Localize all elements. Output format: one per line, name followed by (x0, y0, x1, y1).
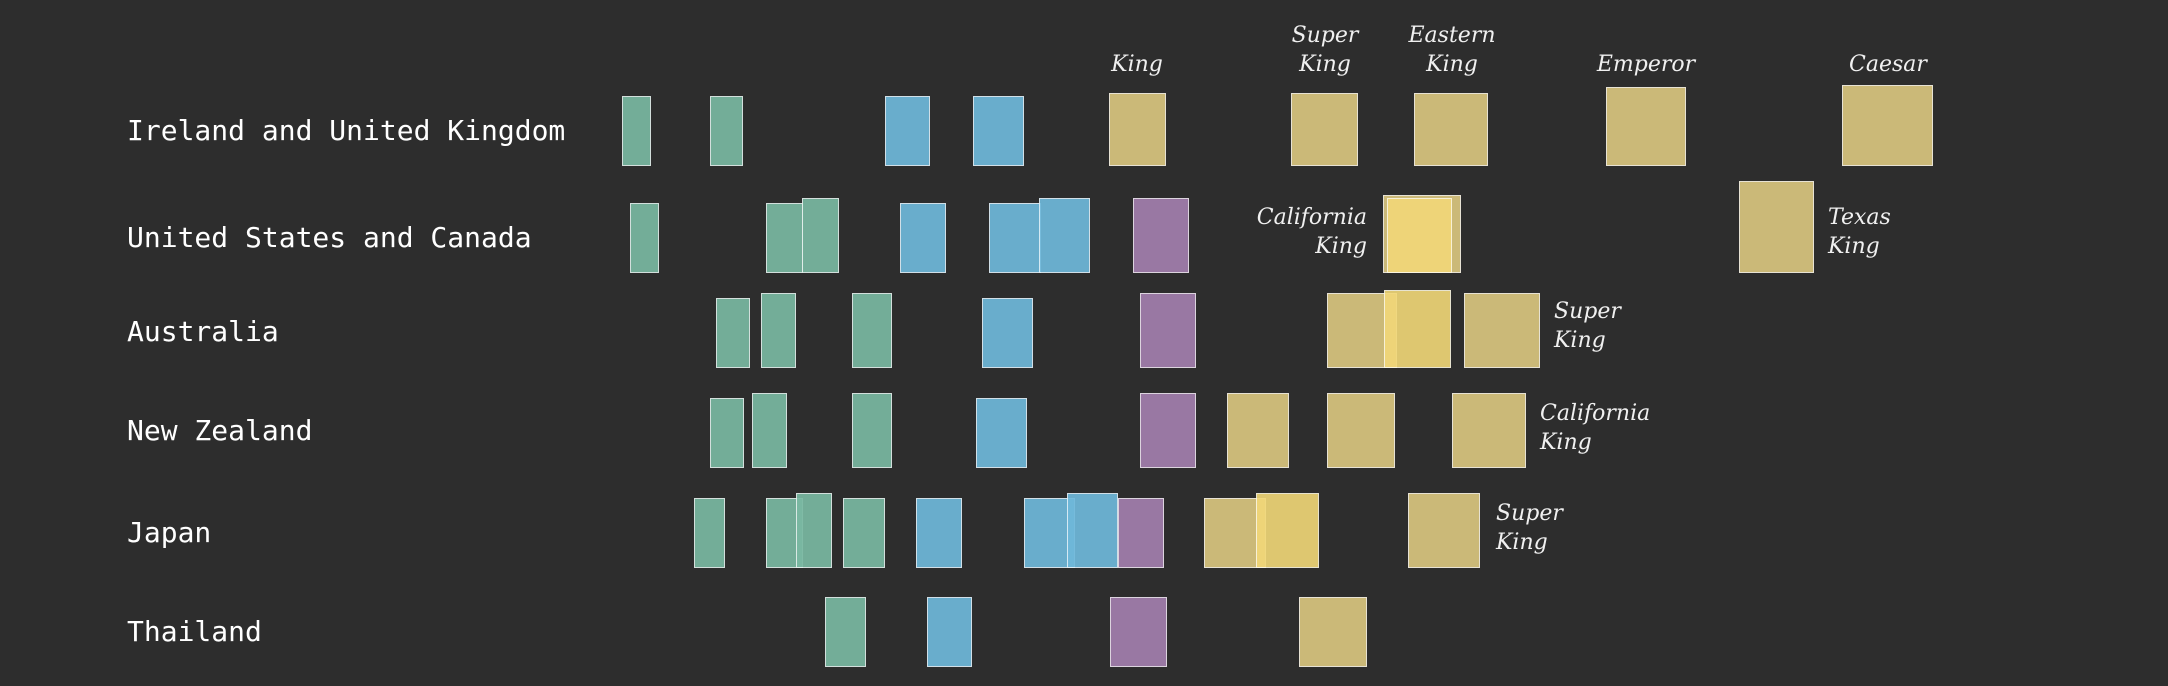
row-label-thailand: Thailand (127, 615, 262, 648)
bed-size-box-2-gold (1739, 181, 1814, 273)
bed-size-box-5-blue (1067, 493, 1118, 568)
bed-size-box-6-blue (927, 597, 972, 667)
bed-size-box-3-teal (716, 298, 750, 368)
row-label-new-zealand: New Zealand (127, 414, 313, 447)
bed-size-box-2-teal (802, 198, 839, 273)
bed-size-box-5-gold (1408, 493, 1480, 568)
bed-size-box-1-gold (1414, 93, 1488, 166)
label-us-california-king: California King (1256, 205, 1367, 259)
bed-size-box-4-gold (1227, 393, 1289, 468)
bed-size-box-1-teal (622, 96, 651, 166)
bed-size-box-1-blue (973, 96, 1024, 166)
bed-size-box-3-teal (761, 293, 796, 368)
bed-size-box-1-teal (710, 96, 743, 166)
bed-size-box-5-teal (796, 493, 832, 568)
bed-size-box-4-purple (1140, 393, 1196, 468)
bed-size-box-2-purple (1133, 198, 1189, 273)
bed-size-box-4-teal (752, 393, 787, 468)
bed-size-box-2-teal (630, 203, 659, 273)
bed-size-box-2-blue (900, 203, 946, 273)
label-jp-super-king: Super King (1496, 501, 1563, 555)
bed-size-box-5-blue (916, 498, 962, 568)
bed-size-box-1-gold (1606, 87, 1686, 166)
bed-size-box-5-gold_highlight (1256, 493, 1319, 568)
row-label-us-canada: United States and Canada (127, 221, 532, 254)
bed-size-box-1-blue (885, 96, 930, 166)
bed-size-box-1-gold (1109, 93, 1166, 166)
label-us-texas-king: Texas King (1828, 205, 1891, 259)
bed-size-box-3-blue (982, 298, 1033, 368)
label-au-super-king: Super King (1554, 299, 1621, 353)
bed-size-box-4-teal (710, 398, 744, 468)
bed-size-box-1-gold (1842, 85, 1933, 166)
label-nz-california-king: California King (1540, 401, 1651, 455)
label-uk-super-king: Super King (1291, 23, 1359, 77)
label-uk-king: King (1111, 52, 1163, 77)
label-uk-emperor: Emperor (1596, 52, 1696, 77)
bed-size-box-2-teal (766, 203, 803, 273)
bed-size-box-6-gold (1299, 597, 1367, 667)
bed-size-box-1-gold (1291, 93, 1358, 166)
row-label-japan: Japan (127, 516, 212, 549)
bed-size-box-2-gold_highlight (1387, 198, 1452, 273)
bed-size-box-3-teal (852, 293, 892, 368)
bed-size-box-5-purple (1118, 498, 1164, 568)
row-label-australia: Australia (127, 315, 279, 348)
bed-size-box-6-teal (825, 597, 866, 667)
bed-size-box-3-gold_highlight (1384, 290, 1451, 368)
bed-size-box-2-blue (989, 203, 1041, 273)
bed-size-box-5-teal (843, 498, 885, 568)
bed-size-box-4-gold (1327, 393, 1395, 468)
bed-size-box-5-gold (1204, 498, 1266, 568)
label-uk-caesar: Caesar (1849, 52, 1927, 77)
bed-size-box-3-purple (1140, 293, 1196, 368)
row-label-ireland-uk: Ireland and United Kingdom (127, 114, 566, 147)
bed-size-box-4-gold (1452, 393, 1526, 468)
bed-size-box-2-blue (1039, 198, 1090, 273)
label-uk-eastern-king: Eastern King (1408, 23, 1496, 77)
bed-size-box-6-purple (1110, 597, 1167, 667)
bed-size-box-4-blue (976, 398, 1027, 468)
bed-size-box-3-gold (1464, 293, 1540, 368)
bed-size-box-4-teal (852, 393, 892, 468)
bed-size-box-5-teal (694, 498, 725, 568)
